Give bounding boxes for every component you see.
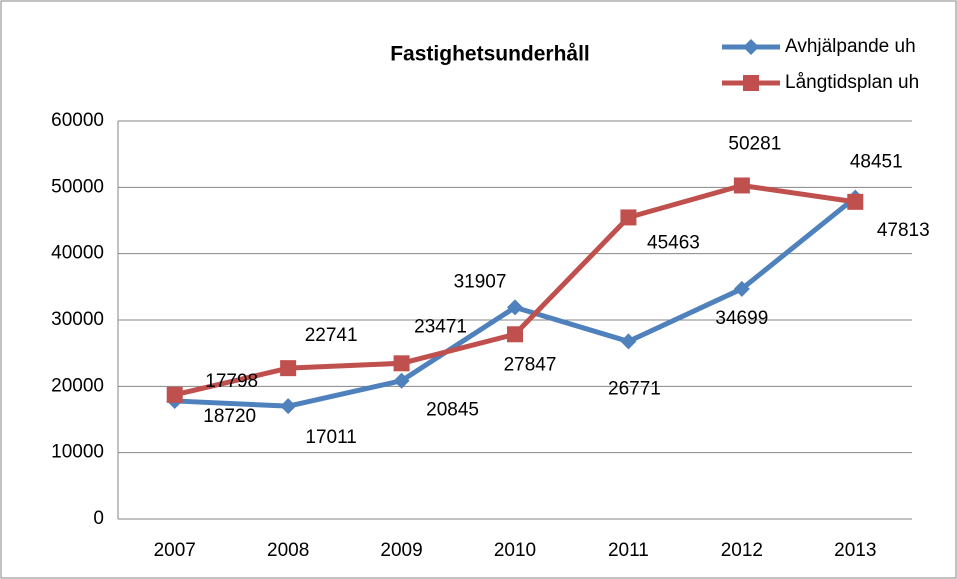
data-label: 27847	[504, 354, 557, 375]
y-tick-label: 50000	[51, 176, 104, 197]
data-label: 34699	[715, 308, 768, 329]
x-tick-label: 2013	[834, 540, 876, 561]
data-label: 23471	[414, 316, 467, 337]
data-label: 48451	[850, 152, 903, 173]
marker	[847, 193, 864, 210]
marker	[280, 398, 297, 415]
data-label: 50281	[728, 133, 781, 154]
y-tick-label: 0	[93, 508, 104, 529]
data-label: 17011	[305, 427, 356, 448]
y-tick-label: 40000	[51, 243, 104, 264]
x-tick-label: 2011	[608, 540, 649, 561]
x-tick-label: 2009	[380, 540, 422, 561]
marker	[507, 299, 523, 316]
marker	[507, 326, 523, 343]
x-tick-label: 2008	[267, 540, 309, 561]
legend-label: Långtidsplan uh	[785, 72, 919, 93]
y-tick-label: 20000	[51, 375, 104, 396]
data-label: 45463	[647, 232, 700, 253]
y-tick-label: 30000	[51, 309, 104, 330]
y-tick-label: 10000	[51, 442, 104, 463]
data-label: 17798	[205, 371, 258, 392]
marker	[743, 39, 759, 55]
marker	[393, 355, 410, 372]
data-label: 26771	[608, 378, 661, 399]
data-label: 47813	[877, 220, 930, 241]
marker	[733, 177, 750, 194]
marker	[620, 209, 637, 226]
data-label: 20845	[426, 400, 479, 421]
data-label: 31907	[454, 271, 507, 292]
marker	[280, 360, 297, 377]
x-tick-label: 2007	[154, 540, 196, 561]
x-tick-label: 2010	[494, 540, 536, 561]
chart-title: Fastighetsunderhåll	[390, 43, 590, 66]
marker	[733, 280, 750, 297]
marker	[743, 75, 759, 91]
marker	[166, 386, 183, 403]
data-label: 22741	[305, 325, 358, 346]
marker	[393, 372, 410, 389]
y-tick-label: 60000	[51, 110, 104, 131]
x-tick-label: 2012	[721, 540, 763, 561]
legend-label: Avhjälpande uh	[785, 36, 916, 57]
data-label: 18720	[203, 406, 256, 427]
marker	[620, 333, 637, 350]
